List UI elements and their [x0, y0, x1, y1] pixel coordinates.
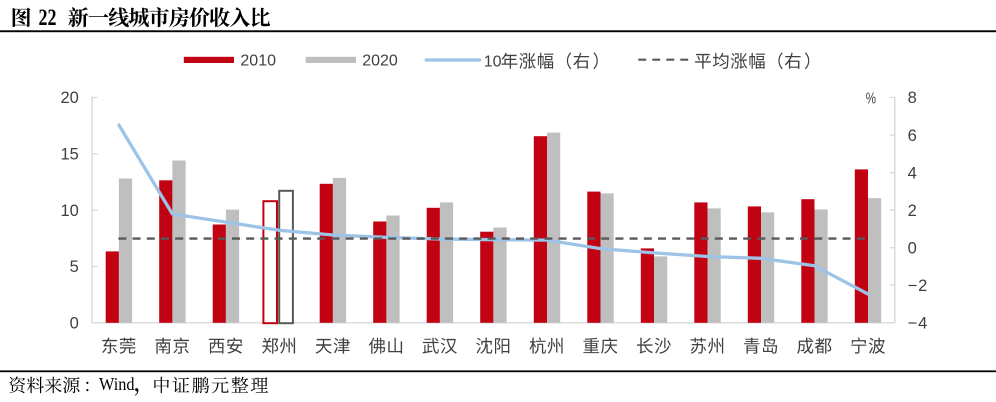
svg-text:%: %	[866, 89, 876, 107]
svg-text:2010: 2010	[240, 53, 276, 70]
svg-text:10: 10	[60, 202, 78, 220]
svg-text:0: 0	[70, 315, 79, 333]
svg-text:22: 22	[39, 5, 57, 30]
svg-text:5: 5	[70, 258, 79, 276]
svg-text:2: 2	[908, 202, 918, 220]
svg-text:8: 8	[908, 89, 918, 107]
svg-text:10: 10	[484, 54, 502, 71]
svg-text:20: 20	[60, 89, 78, 107]
svg-text:6: 6	[908, 127, 918, 145]
svg-text:15: 15	[60, 146, 78, 164]
svg-text:−2: −2	[908, 277, 929, 295]
svg-text:Wind: Wind	[99, 374, 135, 394]
svg-text:0: 0	[908, 239, 918, 257]
svg-text:4: 4	[908, 164, 918, 182]
svg-text:−4: −4	[908, 315, 929, 333]
svg-text:2020: 2020	[362, 53, 398, 70]
